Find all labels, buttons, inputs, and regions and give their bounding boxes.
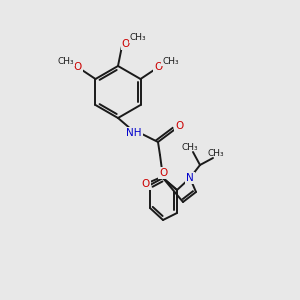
Text: O: O	[175, 121, 183, 131]
Text: CH₃: CH₃	[208, 148, 224, 158]
Text: N: N	[186, 173, 194, 183]
Text: NH: NH	[126, 128, 142, 138]
Text: CH₃: CH₃	[57, 56, 74, 65]
Text: O: O	[159, 168, 167, 178]
Text: CH₃: CH₃	[182, 142, 198, 152]
Text: CH₃: CH₃	[162, 56, 179, 65]
Text: CH₃: CH₃	[130, 34, 146, 43]
Text: O: O	[122, 39, 130, 49]
Text: O: O	[142, 179, 150, 189]
Text: O: O	[154, 62, 163, 72]
Text: O: O	[74, 62, 82, 72]
